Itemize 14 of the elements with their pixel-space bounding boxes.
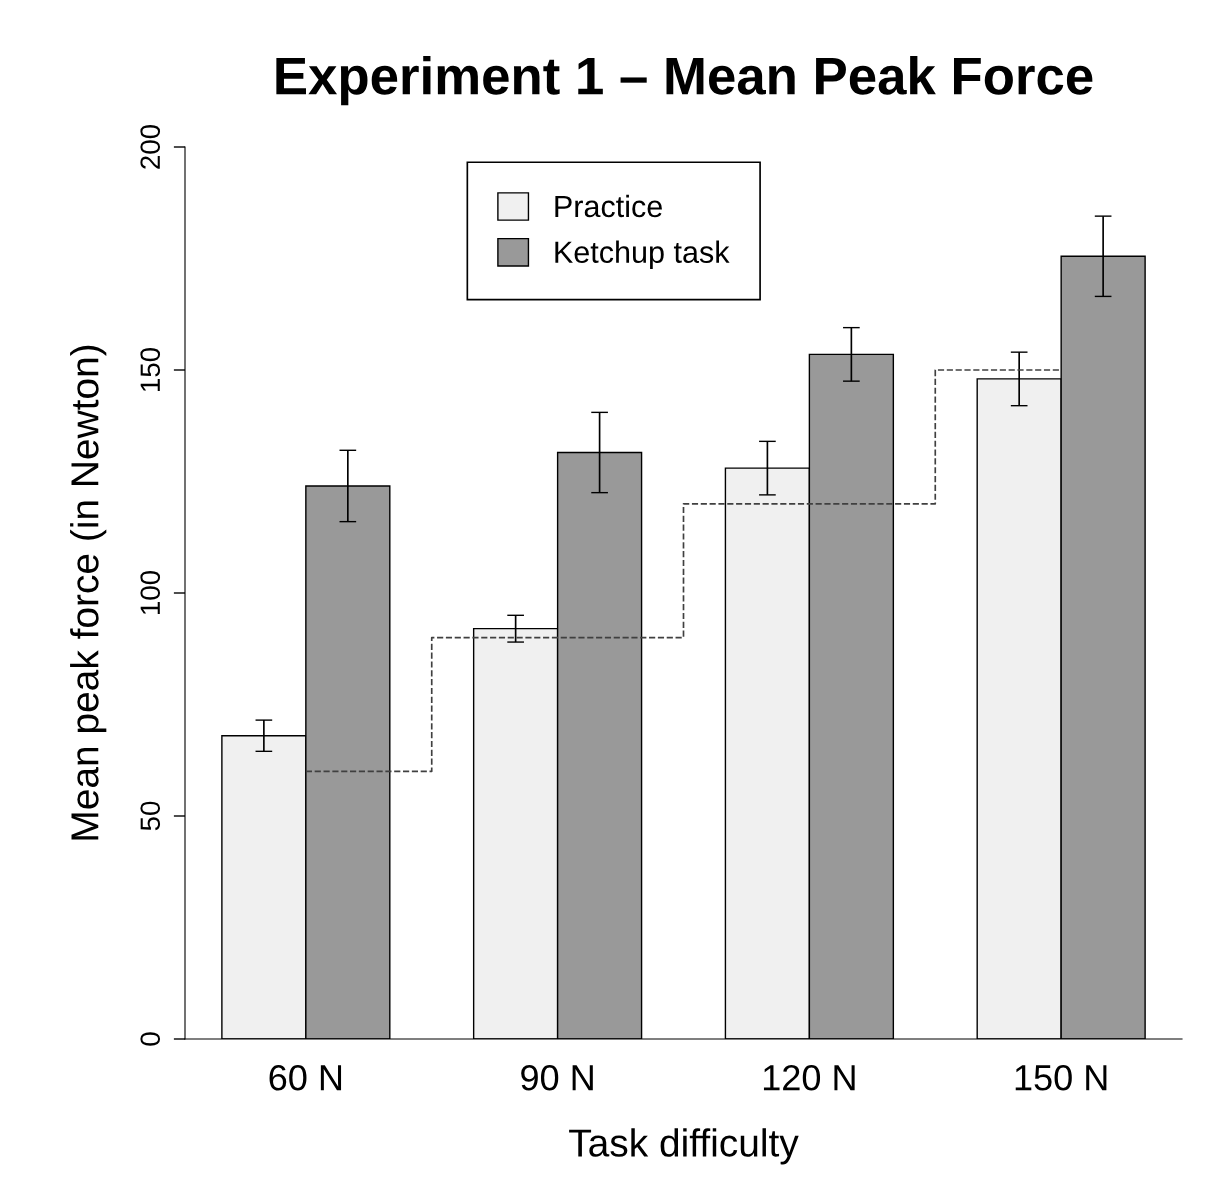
y-tick-label: 150: [140, 347, 161, 392]
y-tick-label: 0: [140, 1032, 161, 1046]
x-tick-label: 120 N: [763, 1064, 855, 1091]
legend-label: Ketchup task: [555, 240, 730, 270]
y-tick-label: 100: [140, 570, 161, 615]
legend-label: Practice: [555, 194, 662, 218]
x-axis-title: Task difficulty: [569, 1128, 799, 1165]
x-tick-label: 150 N: [1015, 1064, 1107, 1091]
y-axis-title: Mean peak force (in Newton): [70, 345, 107, 840]
y-tick-label: 50: [140, 801, 161, 831]
x-tick-label: 90 N: [521, 1064, 593, 1091]
y-tick-label: 200: [140, 124, 161, 169]
x-tick-label: 60 N: [269, 1064, 342, 1091]
chart-title: Experiment 1 – Mean Peak Force: [276, 55, 1093, 106]
